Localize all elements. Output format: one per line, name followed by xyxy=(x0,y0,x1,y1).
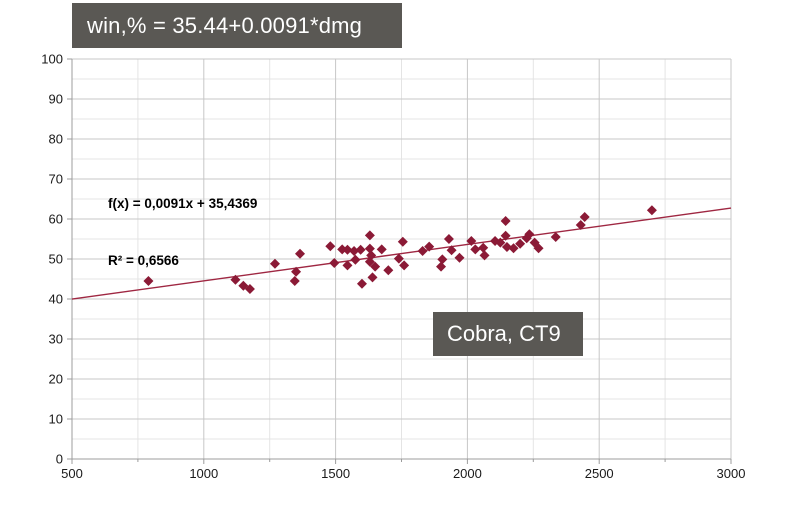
data-point xyxy=(399,260,410,271)
y-tick-label: 20 xyxy=(49,372,63,387)
data-point xyxy=(143,276,154,286)
y-tick-label: 60 xyxy=(49,212,63,227)
y-tick-label: 50 xyxy=(49,252,63,267)
data-point xyxy=(230,274,241,285)
y-tick-label: 100 xyxy=(41,52,63,67)
data-point xyxy=(646,205,657,216)
data-point xyxy=(524,229,535,240)
data-point xyxy=(466,236,477,246)
data-point xyxy=(417,246,428,256)
data-point xyxy=(244,284,255,294)
data-point xyxy=(356,278,367,289)
data-point xyxy=(443,234,454,244)
data-point xyxy=(479,250,490,261)
x-tick-label: 3000 xyxy=(717,466,746,481)
data-point xyxy=(470,244,481,255)
y-tick-label: 30 xyxy=(49,332,63,347)
data-point xyxy=(364,256,375,267)
x-tick-label: 500 xyxy=(61,466,83,481)
data-point xyxy=(370,261,381,272)
x-tick-label: 1500 xyxy=(321,466,350,481)
regression-equation-text: win,% = 35.44+0.0091*dmg xyxy=(87,12,363,38)
data-point xyxy=(446,245,457,256)
data-point xyxy=(437,254,448,265)
trendline-annotation: f(x) = 0,0091x + 35,4369 R² = 0,6566 xyxy=(108,156,257,308)
regression-equation-banner: win,% = 35.44+0.0091*dmg xyxy=(72,3,402,48)
data-point xyxy=(295,248,306,259)
y-tick-label: 0 xyxy=(56,452,63,467)
x-tick-label: 1000 xyxy=(189,466,218,481)
data-point xyxy=(367,272,378,283)
data-point xyxy=(376,244,387,255)
data-point xyxy=(383,265,394,276)
data-point xyxy=(342,260,353,271)
data-point xyxy=(364,243,375,254)
data-point xyxy=(364,230,375,241)
data-point xyxy=(269,258,280,269)
data-point xyxy=(436,261,447,272)
data-point xyxy=(478,242,489,253)
data-point xyxy=(350,254,361,265)
data-point xyxy=(342,244,353,255)
data-point xyxy=(500,216,511,226)
data-point xyxy=(355,244,366,255)
y-tick-label: 40 xyxy=(49,292,63,307)
y-tick-label: 10 xyxy=(49,412,63,427)
data-point xyxy=(289,276,300,286)
data-point xyxy=(515,238,526,249)
data-point xyxy=(366,250,377,261)
series-label-badge: Cobra, CT9 xyxy=(433,312,583,356)
x-tick-label: 2000 xyxy=(453,466,482,481)
data-point xyxy=(291,266,302,277)
y-tick-label: 80 xyxy=(49,132,63,147)
data-point xyxy=(349,246,360,256)
x-tick-label: 2500 xyxy=(585,466,614,481)
data-point xyxy=(454,252,465,263)
data-point xyxy=(495,237,506,248)
trendline-equation-text: f(x) = 0,0091x + 35,4369 xyxy=(108,196,258,211)
data-point xyxy=(508,243,519,254)
data-point xyxy=(533,243,544,254)
y-tick-label: 90 xyxy=(49,92,63,107)
trendline xyxy=(71,207,732,300)
data-point xyxy=(397,236,408,247)
data-point xyxy=(550,232,561,242)
r-squared-text: R² = 0,6566 xyxy=(108,253,179,268)
data-point xyxy=(500,230,511,241)
series-label-text: Cobra, CT9 xyxy=(447,321,561,346)
data-point xyxy=(325,241,336,252)
data-point xyxy=(424,241,435,252)
data-point xyxy=(393,253,404,264)
data-point xyxy=(329,258,340,268)
data-point xyxy=(501,242,512,252)
y-tick-label: 70 xyxy=(49,172,63,187)
data-point xyxy=(575,220,586,230)
data-point xyxy=(579,212,590,222)
